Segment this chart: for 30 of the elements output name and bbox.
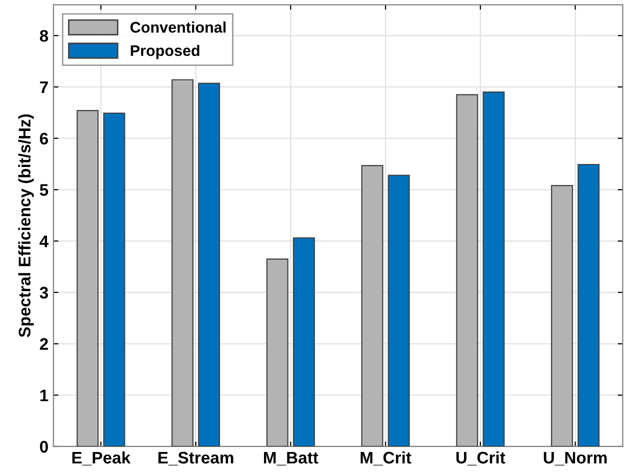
bar [551, 185, 573, 446]
bar [292, 237, 315, 446]
bar [76, 110, 99, 446]
legend-label: Conventional [130, 21, 226, 33]
y-tick-label: 2 [40, 338, 48, 350]
y-tick-label: 3 [40, 286, 48, 299]
bar [361, 164, 384, 446]
y-axis-title: Spectral Efficiency (bit/s/Hz) [18, 114, 34, 338]
x-tick-label: E_Peak [72, 451, 131, 466]
y-tick-label: 4 [40, 236, 49, 248]
bar [172, 79, 194, 446]
x-tick-label: U_Norm [544, 452, 607, 466]
x-tick-label: M_Crit [360, 451, 412, 466]
bar [198, 82, 220, 446]
bar [578, 164, 600, 446]
x-tick-label: U_Crit [456, 451, 506, 466]
bar [482, 92, 505, 446]
legend-label: Proposed [130, 44, 200, 60]
y-tick-label: 8 [40, 30, 48, 42]
y-tick-label: 0 [40, 440, 48, 453]
bar [103, 112, 126, 446]
x-tick-label: E_Stream [158, 452, 234, 466]
x-tick-label: M_Batt [264, 452, 318, 466]
bar [456, 94, 478, 446]
y-tick-label: 7 [40, 82, 48, 93]
bar [266, 258, 288, 446]
y-tick-label: 6 [40, 132, 48, 145]
y-tick-label: 1 [40, 390, 48, 402]
y-tick-label: 5 [40, 184, 48, 196]
bar [388, 174, 410, 446]
